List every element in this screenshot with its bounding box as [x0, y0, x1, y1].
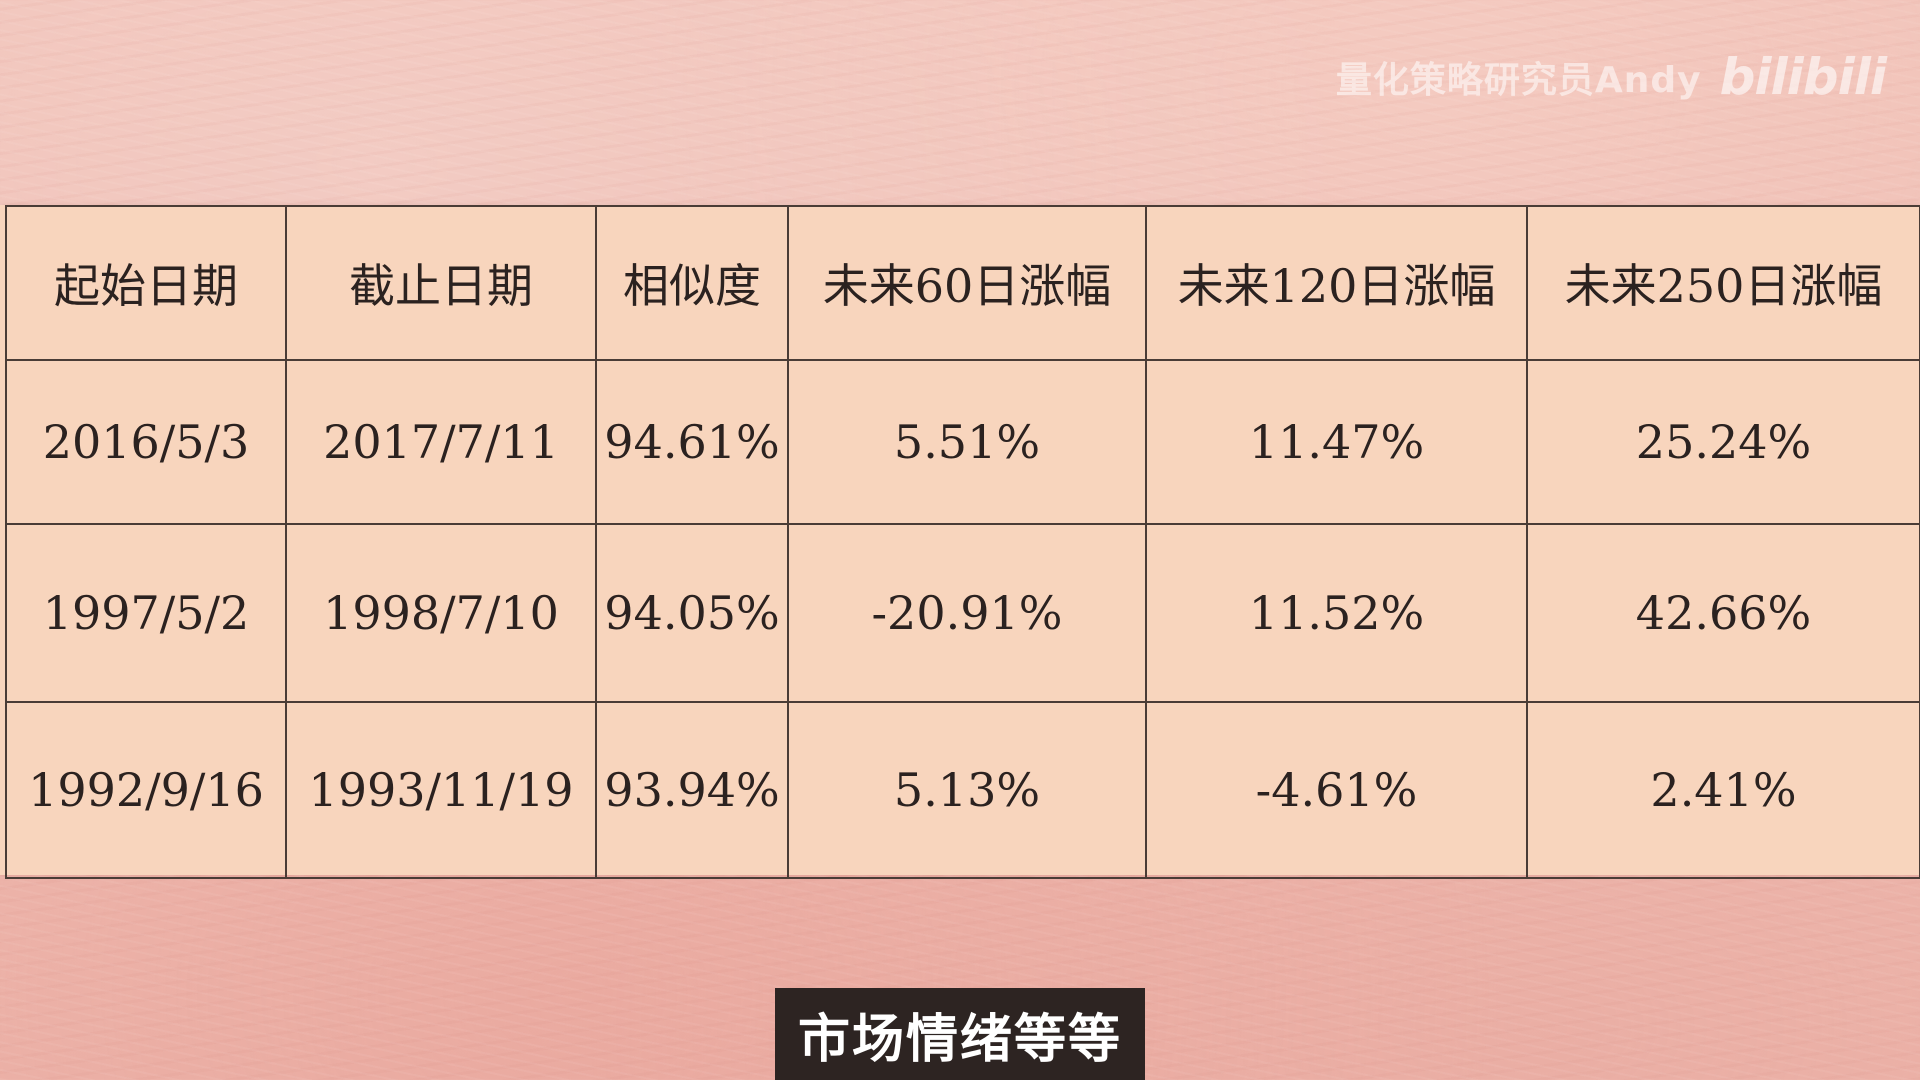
- cell-end-date: 1998/7/10: [285, 523, 597, 703]
- header-end-date: 截止日期: [285, 205, 597, 361]
- cell-250d-return: 42.66%: [1526, 523, 1920, 703]
- cell-similarity: 94.61%: [595, 359, 789, 525]
- channel-watermark: 量化策略研究员Andy bilibili: [1335, 48, 1887, 106]
- table-header-row: 起始日期 截止日期 相似度 未来60日涨幅 未来120日涨幅 未来250日涨幅: [5, 205, 1920, 361]
- table-row: 1997/5/2 1998/7/10 94.05% -20.91% 11.52%…: [5, 523, 1920, 703]
- header-120d-return: 未来120日涨幅: [1145, 205, 1528, 361]
- cell-start-date: 2016/5/3: [5, 359, 287, 525]
- cell-similarity: 94.05%: [595, 523, 789, 703]
- cell-similarity: 93.94%: [595, 701, 789, 879]
- header-60d-return: 未来60日涨幅: [787, 205, 1147, 361]
- cell-end-date: 1993/11/19: [285, 701, 597, 879]
- cell-60d-return: 5.13%: [787, 701, 1147, 879]
- cell-start-date: 1997/5/2: [5, 523, 287, 703]
- cell-250d-return: 25.24%: [1526, 359, 1920, 525]
- bilibili-logo-icon: bilibili: [1719, 48, 1887, 106]
- cell-end-date: 2017/7/11: [285, 359, 597, 525]
- cell-60d-return: 5.51%: [787, 359, 1147, 525]
- cell-120d-return: -4.61%: [1145, 701, 1528, 879]
- cell-60d-return: -20.91%: [787, 523, 1147, 703]
- watermark-text: 量化策略研究员Andy: [1335, 60, 1702, 101]
- cell-250d-return: 2.41%: [1526, 701, 1920, 879]
- cell-120d-return: 11.52%: [1145, 523, 1528, 703]
- video-subtitle: 市场情绪等等: [775, 988, 1145, 1080]
- cell-120d-return: 11.47%: [1145, 359, 1528, 525]
- header-250d-return: 未来250日涨幅: [1526, 205, 1920, 361]
- cell-start-date: 1992/9/16: [5, 701, 287, 879]
- header-start-date: 起始日期: [5, 205, 287, 361]
- data-table-panel: 起始日期 截止日期 相似度 未来60日涨幅 未来120日涨幅 未来250日涨幅 …: [0, 205, 1920, 879]
- header-similarity: 相似度: [595, 205, 789, 361]
- similarity-table: 起始日期 截止日期 相似度 未来60日涨幅 未来120日涨幅 未来250日涨幅 …: [5, 205, 1920, 879]
- table-row: 2016/5/3 2017/7/11 94.61% 5.51% 11.47% 2…: [5, 359, 1920, 525]
- table-row: 1992/9/16 1993/11/19 93.94% 5.13% -4.61%…: [5, 701, 1920, 879]
